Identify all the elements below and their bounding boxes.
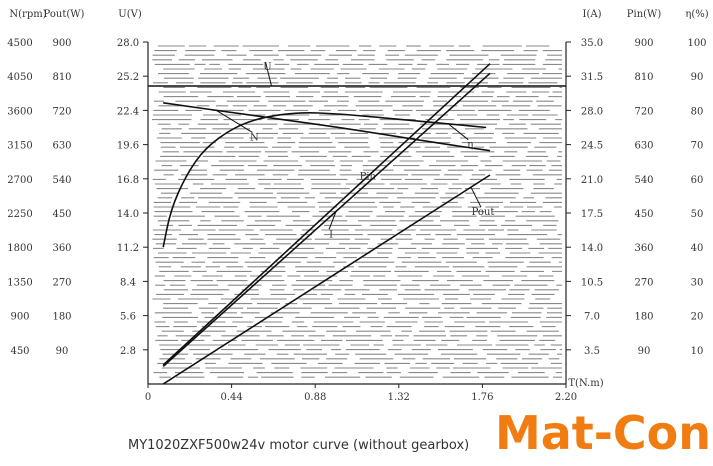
chart-caption: MY1020ZXF500w24v motor curve (without ge… <box>128 438 470 453</box>
series-line-eta <box>162 111 487 248</box>
annotation-leader <box>328 211 337 230</box>
tick-label: 360 <box>634 243 653 254</box>
series-label-i: I <box>329 229 333 240</box>
series-label-eta: η <box>467 140 473 151</box>
tick-label: 270 <box>52 277 71 288</box>
tick-label: 2700 <box>7 175 32 186</box>
tick-label: 180 <box>634 312 653 323</box>
tick-label: 70 <box>691 141 704 152</box>
tick-label: 17.5 <box>581 209 603 220</box>
tick-label: 20 <box>691 312 704 323</box>
series-label-n: N <box>250 132 259 143</box>
tick-label: 7.0 <box>584 312 600 323</box>
tick-label: 1800 <box>7 243 32 254</box>
tick-label: 720 <box>52 106 71 117</box>
series-label-u: U <box>263 62 271 73</box>
tick-label: 10.5 <box>581 277 603 288</box>
tick-label: 90 <box>56 346 69 357</box>
series-line-n <box>163 102 491 152</box>
series-line-i <box>162 72 491 367</box>
tick-label: 3150 <box>7 141 32 152</box>
x-tick-label: 0 <box>145 392 151 403</box>
tick-label: 630 <box>52 141 71 152</box>
series-line-pin <box>162 63 491 366</box>
x-tick-label: 0.44 <box>220 392 242 403</box>
tick-label: 900 <box>634 38 653 49</box>
tick-label: 720 <box>634 106 653 117</box>
tick-label: 4050 <box>7 72 32 83</box>
axis-header: Pout(W) <box>44 9 85 20</box>
tick-label: 450 <box>52 209 71 220</box>
tick-label: 24.5 <box>581 141 603 152</box>
tick-label: 28.0 <box>581 106 603 117</box>
tick-label: 35.0 <box>581 38 603 49</box>
tick-label: 90 <box>691 72 704 83</box>
annotation-leader <box>265 61 272 87</box>
tick-label: 630 <box>634 141 653 152</box>
axis-header: Pin(W) <box>627 9 662 20</box>
tick-label: 900 <box>52 38 71 49</box>
tick-label: 540 <box>634 175 653 186</box>
series-label-pout: Pout <box>472 207 495 218</box>
tick-label: 50 <box>691 209 704 220</box>
tick-label: 180 <box>52 312 71 323</box>
brand-logo: Mat-Con <box>494 406 711 460</box>
tick-label: 21.0 <box>581 175 603 186</box>
axis-header: U(V) <box>118 9 142 20</box>
x-tick-label: 2.20 <box>555 392 577 403</box>
tick-label: 19.6 <box>117 141 139 152</box>
tick-label: 10 <box>691 346 704 357</box>
x-tick-label: 0.88 <box>304 392 326 403</box>
tick-label: 810 <box>634 72 653 83</box>
tick-label: 810 <box>52 72 71 83</box>
series-label-pin: Pin <box>360 171 377 182</box>
tick-label: 90 <box>638 346 651 357</box>
tick-label: 80 <box>691 106 704 117</box>
axis-header: η(%) <box>685 9 708 20</box>
tick-label: 8.4 <box>120 277 136 288</box>
tick-label: 450 <box>10 346 29 357</box>
tick-label: 100 <box>687 38 706 49</box>
tick-label: 30 <box>691 277 704 288</box>
x-axis-label: T(N.m) <box>568 378 603 389</box>
tick-label: 31.5 <box>581 72 603 83</box>
tick-label: 40 <box>691 243 704 254</box>
tick-label: 900 <box>10 312 29 323</box>
tick-label: 5.6 <box>120 312 136 323</box>
tick-label: 25.2 <box>117 72 139 83</box>
tick-label: 360 <box>52 243 71 254</box>
x-tick-label: 1.76 <box>471 392 493 403</box>
tick-label: 28.0 <box>117 38 139 49</box>
tick-label: 11.2 <box>117 243 139 254</box>
tick-label: 1350 <box>7 277 32 288</box>
tick-label: 3.5 <box>584 346 600 357</box>
tick-label: 14.0 <box>581 243 603 254</box>
tick-label: 2250 <box>7 209 32 220</box>
annotation-leader <box>447 123 469 141</box>
tick-label: 14.0 <box>117 209 139 220</box>
tick-label: 60 <box>691 175 704 186</box>
tick-label: 3600 <box>7 106 32 117</box>
tick-label: 2.8 <box>120 346 136 357</box>
tick-label: 22.4 <box>117 106 139 117</box>
tick-label: 270 <box>634 277 653 288</box>
tick-label: 4500 <box>7 38 32 49</box>
tick-label: 540 <box>52 175 71 186</box>
axis-header: I(A) <box>583 9 602 20</box>
tick-label: 450 <box>634 209 653 220</box>
annotation-leader <box>216 109 253 133</box>
x-tick-label: 1.32 <box>388 392 410 403</box>
tick-label: 16.8 <box>117 175 139 186</box>
annotation-leader <box>470 186 482 208</box>
axis-header: N(rpm) <box>9 9 46 20</box>
series-line-pout <box>162 174 491 385</box>
